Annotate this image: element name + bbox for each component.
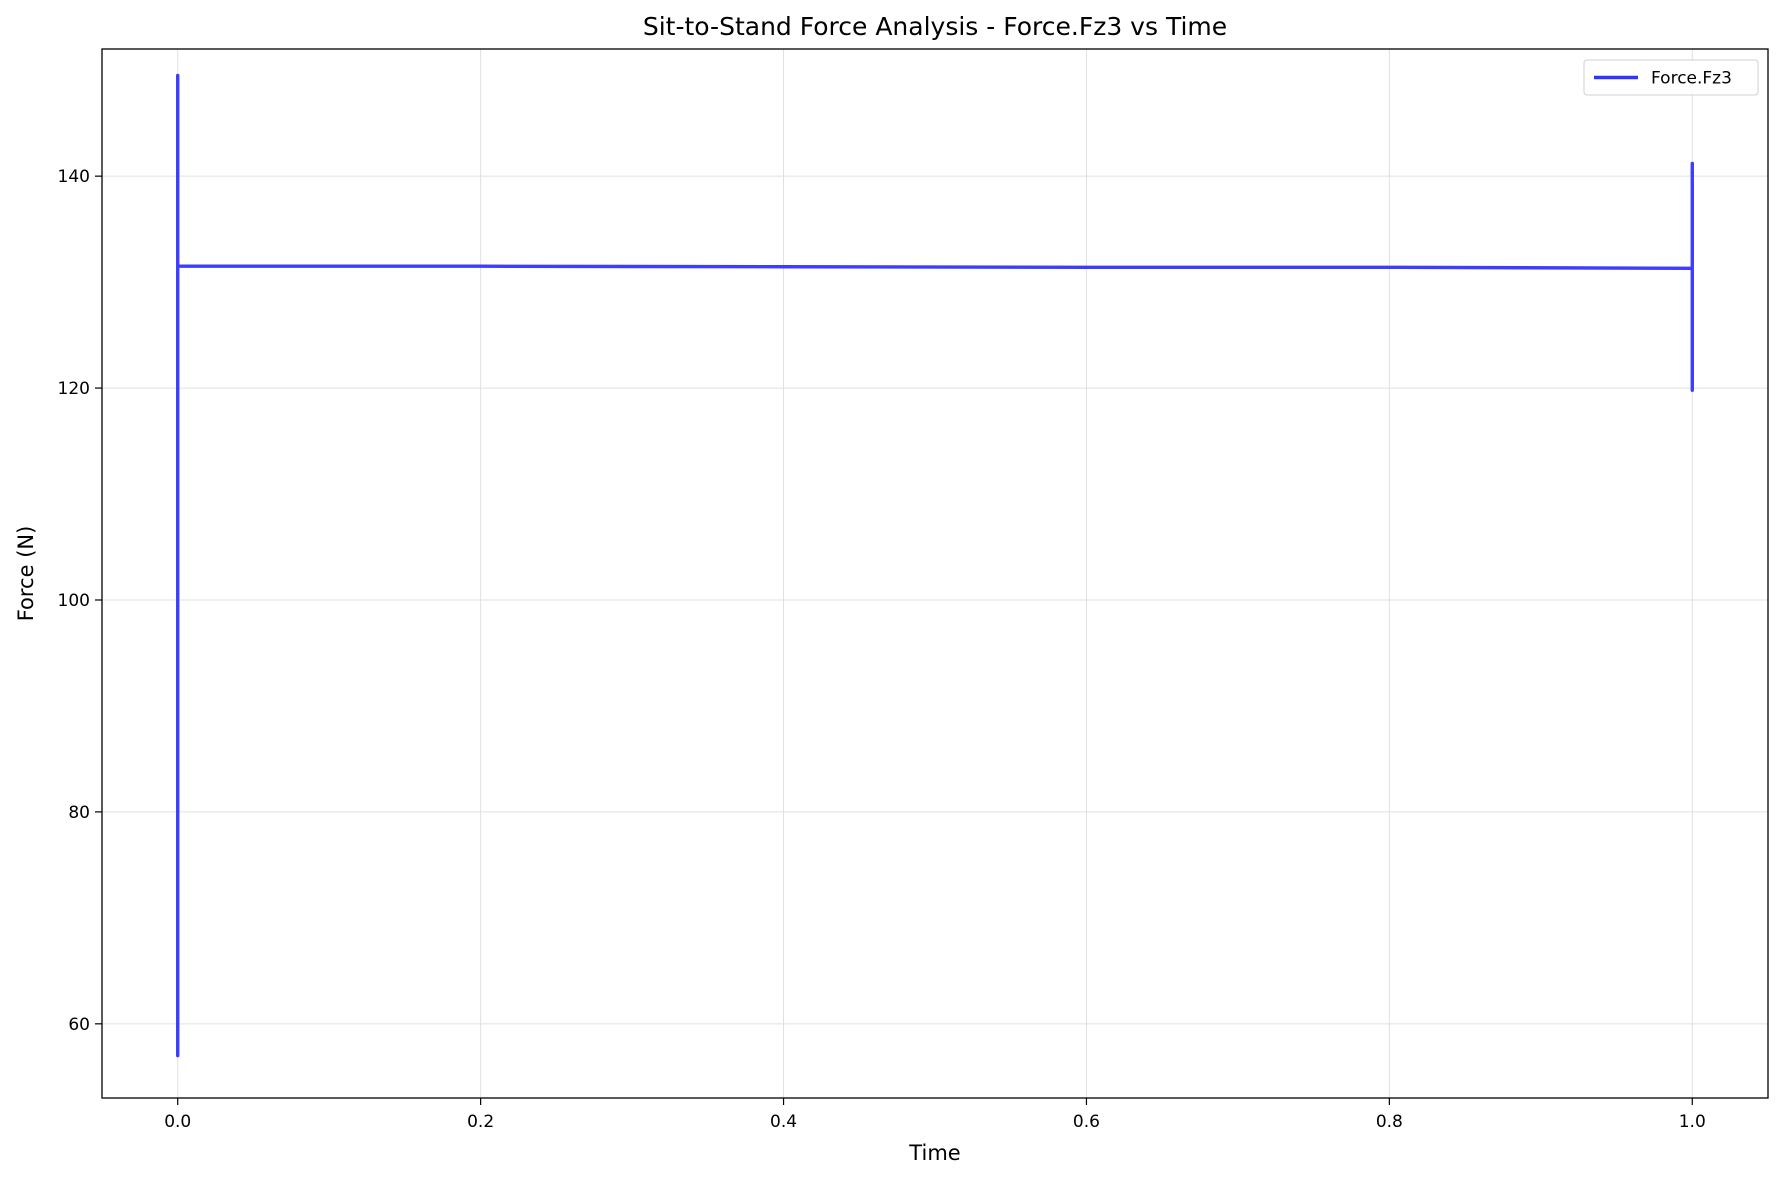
legend-label: Force.Fz3 xyxy=(1651,69,1732,89)
x-tick-label: 0.2 xyxy=(467,1112,494,1132)
x-tick-label: 0.8 xyxy=(1376,1112,1403,1132)
x-tick-label: 0.6 xyxy=(1073,1112,1100,1132)
y-tick-label: 60 xyxy=(68,1015,90,1035)
legend-box xyxy=(1583,59,1759,96)
x-tick-label: 1.0 xyxy=(1679,1112,1706,1132)
axes-frame xyxy=(101,48,1769,1099)
x-tick-label: 0.0 xyxy=(164,1112,191,1132)
y-tick-label: 140 xyxy=(58,167,90,187)
chart-title: Sit-to-Stand Force Analysis - Force.Fz3 … xyxy=(643,12,1227,41)
y-tick-label: 120 xyxy=(58,379,90,399)
x-tick-label: 0.4 xyxy=(770,1112,797,1132)
y-tick-label: 100 xyxy=(58,591,90,611)
x-axis-label: Time xyxy=(908,1141,960,1165)
series-layer xyxy=(176,73,1694,1058)
y-axis-label: Force (N) xyxy=(14,526,38,622)
legend: Force.Fz3 xyxy=(1583,59,1759,96)
series-line-force-fz3 xyxy=(176,73,1694,1058)
y-tick-label: 80 xyxy=(68,803,90,823)
y-axis: 60 80 100 120 140 xyxy=(58,167,102,1035)
x-axis: 0.0 0.2 0.4 0.6 0.8 1.0 xyxy=(164,1098,1706,1132)
